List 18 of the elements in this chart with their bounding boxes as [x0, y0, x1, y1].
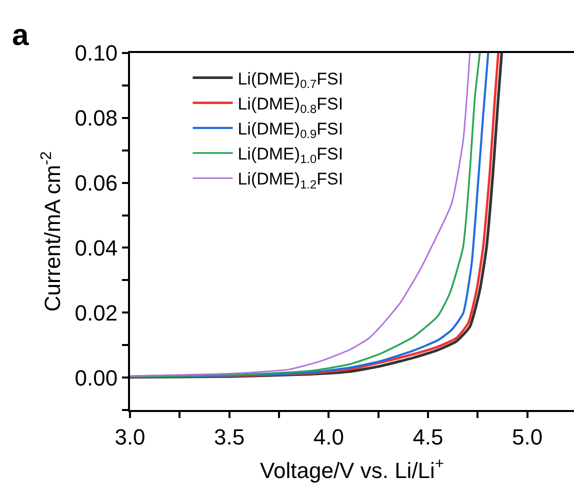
- y-tick-label: 0.04: [74, 235, 118, 260]
- legend-label: Li(DME)$_{1.2}$FSI: [238, 170, 344, 192]
- legend-label: Li(DME)$_{0.9}$FSI: [238, 120, 344, 142]
- y-tick-label: 0.00: [74, 365, 118, 390]
- x-tick-label: 4.0: [313, 424, 344, 450]
- chart-title: a: [12, 19, 29, 52]
- y-tick-label: 0.10: [74, 40, 118, 66]
- legend-label: Li(DME)$_{1.0}$FSI: [238, 144, 344, 166]
- y-tick-label: 0.08: [74, 106, 118, 131]
- x-tick-label: 4.5: [412, 424, 444, 450]
- x-tick-label: 5.0: [512, 424, 543, 450]
- legend-label: Li(DME)$_{0.8}$FSI: [238, 94, 344, 116]
- x-tick-label: 3.5: [214, 424, 245, 450]
- x-axis-title: Voltage/V vs. Li/Li$^{+}$: [260, 456, 444, 483]
- y-tick-label: 0.06: [74, 170, 118, 196]
- x-tick-label: 3.0: [114, 424, 146, 450]
- y-tick-label: 0.02: [74, 300, 118, 326]
- legend-label: Li(DME)$_{0.7}$FSI: [238, 69, 344, 91]
